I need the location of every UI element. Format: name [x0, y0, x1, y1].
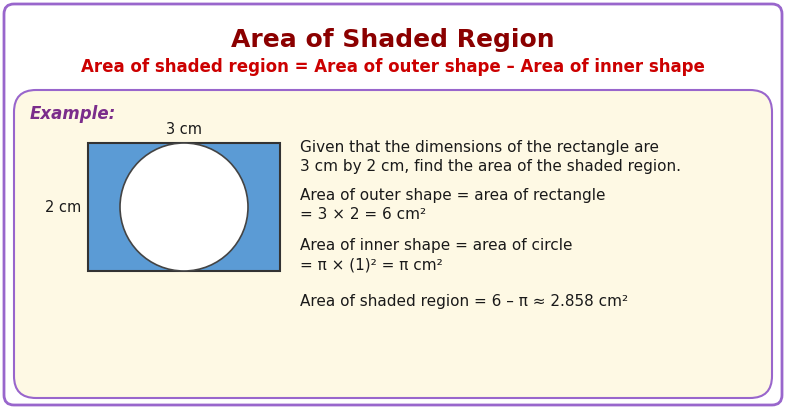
FancyBboxPatch shape — [4, 4, 782, 405]
Text: Area of Shaded Region: Area of Shaded Region — [231, 28, 555, 52]
Text: Given that the dimensions of the rectangle are: Given that the dimensions of the rectang… — [300, 140, 659, 155]
Text: Example:: Example: — [30, 105, 116, 123]
Text: Area of shaded region = Area of outer shape – Area of inner shape: Area of shaded region = Area of outer sh… — [81, 58, 705, 76]
Circle shape — [120, 143, 248, 271]
Text: Area of outer shape = area of rectangle: Area of outer shape = area of rectangle — [300, 188, 605, 203]
Text: 3 cm: 3 cm — [166, 122, 202, 137]
FancyBboxPatch shape — [14, 90, 772, 398]
Text: 3 cm by 2 cm, find the area of the shaded region.: 3 cm by 2 cm, find the area of the shade… — [300, 159, 681, 174]
Text: = 3 × 2 = 6 cm²: = 3 × 2 = 6 cm² — [300, 207, 426, 222]
Text: Area of shaded region = 6 – π ≈ 2.858 cm²: Area of shaded region = 6 – π ≈ 2.858 cm… — [300, 294, 628, 309]
Text: 2 cm: 2 cm — [45, 200, 81, 214]
Text: Area of inner shape = area of circle: Area of inner shape = area of circle — [300, 238, 572, 253]
Bar — [88, 143, 280, 271]
Text: = π × (1)² = π cm²: = π × (1)² = π cm² — [300, 257, 443, 272]
